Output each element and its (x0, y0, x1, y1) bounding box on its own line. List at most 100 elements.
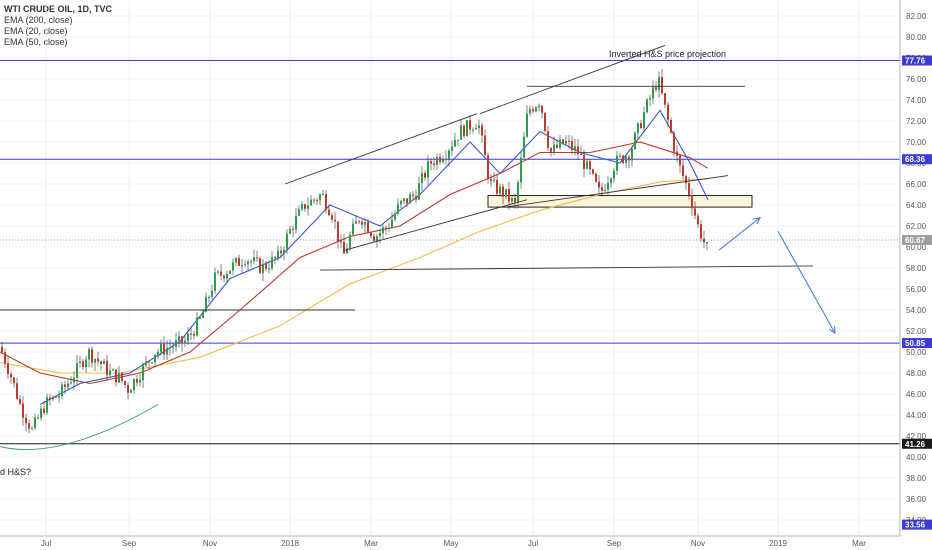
candle-body (277, 250, 279, 259)
annotations: Inverted H&S price projection d H&S? (0, 49, 726, 477)
x-tick-label: May (443, 539, 458, 548)
candle-body (454, 140, 456, 147)
candle-body (82, 361, 84, 368)
candle-body (580, 154, 582, 156)
support-zone (487, 195, 753, 208)
candle-body (685, 176, 687, 184)
trend-neckline-lower (504, 175, 729, 208)
candle-body (385, 227, 387, 229)
x-tick-label: Nov (691, 539, 705, 548)
candle-body (226, 273, 228, 279)
y-tick-label: 66.00 (906, 180, 927, 189)
candle-body (295, 215, 297, 230)
candle-body (175, 340, 177, 347)
candle-body (112, 369, 114, 371)
candle-body (634, 133, 636, 150)
candle-body (646, 99, 648, 113)
candle-body (223, 275, 225, 279)
candle-body (214, 272, 216, 291)
candle-body (124, 380, 126, 385)
projection-arrows (718, 216, 836, 335)
candle-body (541, 105, 543, 113)
candle-body (88, 349, 90, 360)
candle-body (610, 178, 612, 184)
candle-body (682, 165, 684, 177)
candle-body (166, 347, 168, 355)
candle-body (565, 140, 567, 144)
candle-body (481, 125, 483, 136)
candle-body (601, 187, 603, 191)
x-tick-label: Jul (41, 539, 51, 548)
candle-body (91, 349, 93, 363)
candle-body (571, 140, 573, 150)
projection-arrow-head-1 (828, 326, 836, 335)
candle-body (655, 87, 657, 90)
y-tick-label: 70.00 (906, 138, 927, 147)
candle-body (388, 227, 390, 229)
candle-body (7, 363, 9, 374)
candle-body (658, 76, 660, 90)
candle-body (109, 370, 111, 375)
candle-body (268, 268, 270, 270)
price-level-label-3: 50.85 (905, 339, 926, 348)
candle-body (370, 232, 372, 237)
candle-body (271, 257, 273, 269)
candle-body (535, 107, 537, 112)
candle-body (157, 351, 159, 355)
candle-body (235, 257, 237, 263)
price-level-lines (0, 60, 900, 445)
price-level-label-4: 41.26 (905, 440, 926, 449)
candle-body (448, 150, 450, 159)
candle-body (10, 373, 12, 378)
candle-body (502, 186, 504, 197)
candle-body (79, 361, 81, 363)
y-tick-label: 44.00 (906, 411, 927, 420)
candle-body (73, 377, 75, 383)
y-tick-label: 48.00 (906, 369, 927, 378)
candle-body (85, 359, 87, 368)
candle-body (70, 382, 72, 384)
candle-body (637, 123, 639, 134)
candle-body (349, 234, 351, 249)
candles (1, 69, 708, 434)
candle-body (661, 76, 663, 94)
candle-body (706, 242, 708, 244)
candle-body (499, 186, 501, 194)
candle-body (487, 155, 489, 179)
candle-body (397, 204, 399, 214)
candle-body (292, 228, 294, 230)
candle-body (478, 125, 480, 129)
time-axis: Jul Sep Nov 2018 Mar May Jul Sep Nov 2019 Mar (0, 535, 900, 548)
price-level-label-2: 60.67 (905, 236, 926, 245)
candle-body (592, 169, 594, 174)
y-tick-label: 80.00 (906, 33, 927, 42)
candle-body (286, 233, 288, 250)
candle-body (451, 146, 453, 151)
candle-body (631, 149, 633, 161)
projection-annotation: Inverted H&S price projection (609, 49, 726, 59)
candle-body (364, 222, 366, 225)
x-tick-label: 2019 (769, 539, 787, 548)
candle-body (244, 264, 246, 266)
candle-body (19, 398, 21, 404)
x-tick-label: 2018 (281, 539, 299, 548)
candle-body (196, 317, 198, 336)
candle-body (118, 372, 120, 383)
candle-body (52, 396, 54, 400)
y-tick-label: 50.00 (906, 348, 927, 357)
candle-body (340, 241, 342, 243)
candle-body (442, 159, 444, 163)
candle-body (544, 112, 546, 132)
candle-body (115, 369, 117, 383)
candle-body (46, 397, 48, 413)
candle-body (613, 170, 615, 179)
candle-body (640, 123, 642, 129)
y-tick-label: 54.00 (906, 306, 927, 315)
candle-body (241, 265, 243, 267)
candle-body (310, 199, 312, 206)
candle-body (700, 224, 702, 239)
candle-body (202, 311, 204, 318)
candle-body (484, 135, 486, 156)
candle-body (262, 264, 264, 273)
